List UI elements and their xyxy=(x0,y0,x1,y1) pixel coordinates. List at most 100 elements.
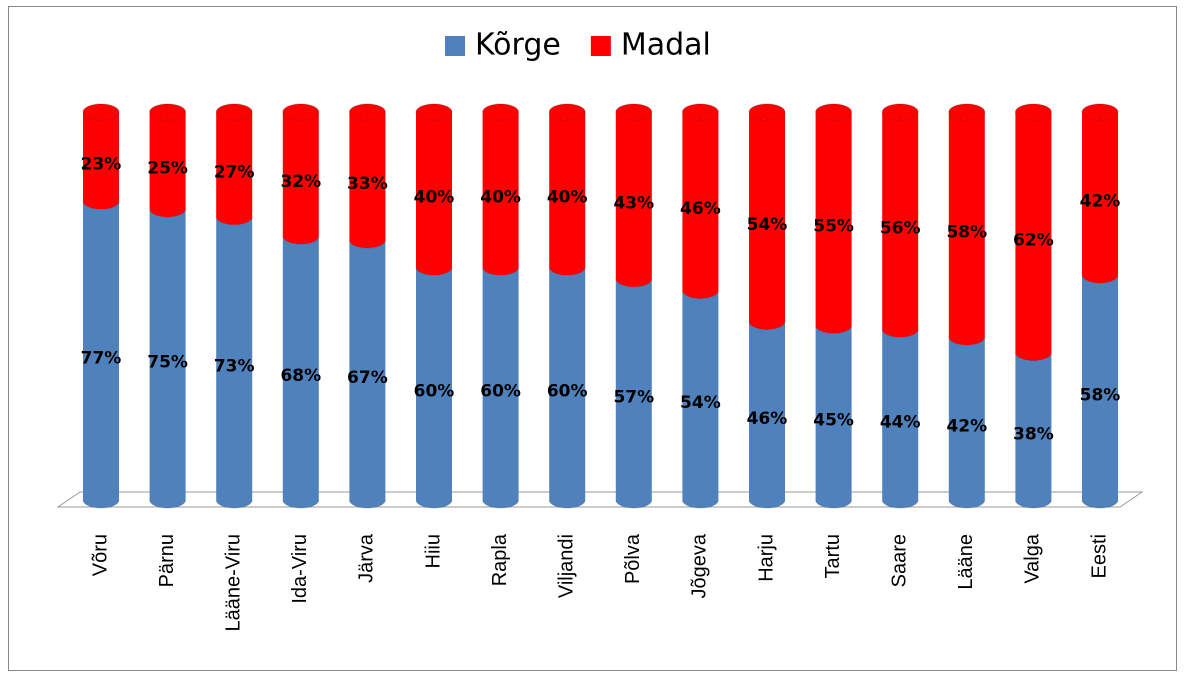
bar xyxy=(882,112,919,338)
value-label: 54% xyxy=(680,393,721,413)
bar xyxy=(1082,274,1118,508)
bar xyxy=(482,112,519,276)
bar-edge xyxy=(681,499,719,509)
bar-edge xyxy=(1014,352,1052,362)
x-tick-label: Lääne xyxy=(955,534,977,590)
value-label: 67% xyxy=(347,368,388,388)
bar-edge xyxy=(1081,274,1119,284)
value-label: 32% xyxy=(280,172,321,192)
bar-edge xyxy=(881,499,919,509)
value-label: 42% xyxy=(1080,191,1121,211)
bar-edge xyxy=(748,499,786,509)
bar xyxy=(1015,112,1052,361)
bar xyxy=(749,321,785,508)
bar-edge xyxy=(215,216,253,226)
bar xyxy=(948,112,985,346)
bar xyxy=(83,112,119,210)
x-tick-label: Lääne-Viru xyxy=(222,534,244,631)
bar xyxy=(149,112,186,217)
x-tick-label: Eesti xyxy=(1088,534,1110,578)
bar-edge xyxy=(415,499,453,509)
bar xyxy=(948,337,985,508)
bar-cap xyxy=(881,103,919,121)
value-label: 38% xyxy=(1013,424,1054,444)
bar xyxy=(1015,352,1052,508)
value-label: 73% xyxy=(214,356,255,376)
bar xyxy=(1082,112,1118,283)
value-label: 60% xyxy=(480,382,521,402)
x-tick-label: Saare xyxy=(888,534,910,587)
value-label: 27% xyxy=(214,162,255,182)
legend-label: Madal xyxy=(621,28,711,63)
x-tick-label: Harju xyxy=(755,534,777,582)
legend-label: Kõrge xyxy=(475,28,561,63)
bar-cap xyxy=(215,103,253,121)
legend-swatch xyxy=(445,36,465,56)
x-tick-label: Hiiu xyxy=(422,534,444,568)
bar xyxy=(549,267,586,508)
bar-edge xyxy=(348,239,386,249)
bar-cap xyxy=(482,103,520,121)
bar-edge xyxy=(82,201,120,210)
x-tick-label: Järva xyxy=(356,533,378,583)
bar xyxy=(416,112,452,276)
value-label: 56% xyxy=(880,219,921,239)
bar-edge xyxy=(282,499,320,509)
bar xyxy=(749,112,785,330)
bar-edge xyxy=(482,267,520,276)
value-label: 55% xyxy=(813,217,854,237)
value-label: 46% xyxy=(747,409,788,429)
bar-cap xyxy=(1081,103,1119,121)
bar-edge xyxy=(815,325,853,334)
bar xyxy=(615,278,652,508)
x-tick-label: Ida-Viru xyxy=(289,534,311,604)
value-label: 46% xyxy=(680,199,721,219)
bar xyxy=(83,201,119,509)
bar xyxy=(282,112,319,245)
bar-cap xyxy=(815,103,853,121)
x-tick-label: Viljandi xyxy=(555,534,577,598)
bar xyxy=(815,112,852,334)
value-label: 33% xyxy=(347,174,388,194)
bar-cap xyxy=(615,103,653,121)
value-label: 77% xyxy=(81,349,122,369)
x-tick-label: Pärnu xyxy=(156,534,178,587)
bar xyxy=(682,290,719,508)
bar-edge xyxy=(548,499,586,509)
x-tick-label: Rapla xyxy=(489,533,511,586)
bar-edge xyxy=(1081,499,1119,509)
value-label: 54% xyxy=(747,215,788,235)
value-label: 25% xyxy=(147,159,188,179)
bar xyxy=(682,112,719,299)
bar-edge xyxy=(415,267,453,276)
bar-edge xyxy=(881,329,919,338)
value-label: 44% xyxy=(880,413,921,433)
bar-cap xyxy=(1014,103,1052,121)
bar xyxy=(416,267,452,508)
bar-edge xyxy=(215,499,253,509)
bar xyxy=(815,325,852,508)
bar xyxy=(216,216,253,508)
value-label: 40% xyxy=(414,188,455,208)
bar-edge xyxy=(681,290,719,299)
legend-swatch xyxy=(590,36,611,56)
value-label: 45% xyxy=(813,411,854,431)
bar-cap xyxy=(282,103,320,121)
bar-edge xyxy=(948,499,986,509)
bar-cap xyxy=(548,103,586,121)
bar xyxy=(482,267,519,508)
value-label: 60% xyxy=(547,382,588,402)
value-label: 68% xyxy=(280,366,321,386)
bar xyxy=(549,112,586,276)
bar xyxy=(349,112,386,249)
value-label: 75% xyxy=(147,353,188,373)
bar-cap xyxy=(149,103,187,121)
x-tick-label: Jõgeva xyxy=(689,533,711,598)
bar-edge xyxy=(149,499,187,509)
value-label: 43% xyxy=(613,193,654,213)
bar xyxy=(216,112,253,225)
bar-edge xyxy=(615,278,653,288)
bar-cap xyxy=(748,103,786,121)
bar-cap xyxy=(415,103,453,121)
